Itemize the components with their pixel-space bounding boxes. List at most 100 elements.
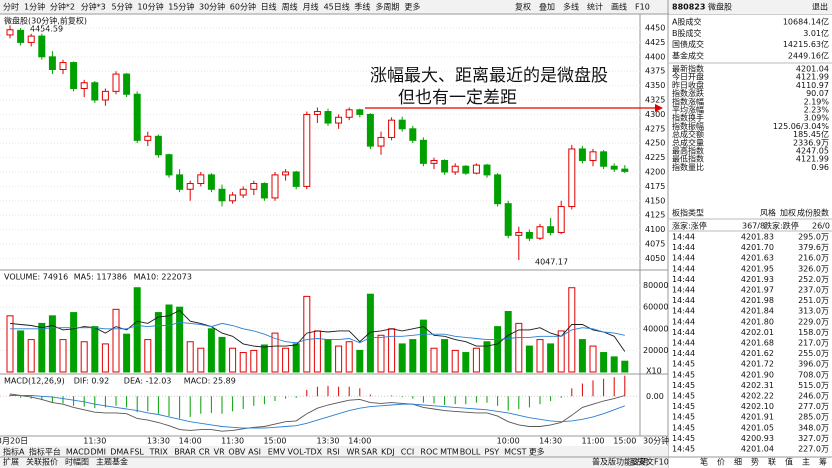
stat-label: 指数涨跌 [672, 88, 704, 98]
volume-bar [504, 310, 512, 373]
exit-button[interactable]: 退出 [812, 2, 828, 12]
indicator-tab[interactable]: OBV [228, 448, 246, 457]
tick-time: 14:45 [672, 445, 695, 454]
market-label: 国债成交 [672, 39, 704, 49]
tool-button[interactable]: 多线 [563, 2, 579, 12]
period-button[interactable]: 多周期 [375, 2, 399, 12]
period-button[interactable]: 45日线 [324, 2, 350, 12]
tool-button[interactable]: 画线 [611, 2, 627, 12]
period-button[interactable]: 分钟*2 [50, 2, 75, 12]
volume-bar [335, 345, 343, 373]
period-button[interactable]: 30分钟 [199, 2, 225, 12]
bottom-tab[interactable]: 时幅图 [65, 457, 89, 467]
volume-bar [557, 330, 565, 373]
indicator-tab[interactable]: 指标平台 [29, 447, 61, 457]
panel-tab[interactable]: 值 [785, 457, 793, 467]
tick-price: 4201.80 [741, 317, 774, 326]
indicator-tab[interactable]: EMV [268, 448, 286, 457]
tool-button[interactable]: 统计 [587, 2, 603, 12]
tool-button[interactable]: F10 [635, 3, 650, 12]
indicator-tab[interactable]: BOLL [460, 448, 481, 457]
bottom-tab[interactable]: 扩展 [3, 457, 19, 467]
annotation: 涨幅最大、距离最近的是微盘股 [370, 66, 608, 86]
indicator-tab[interactable]: TRIX [149, 448, 169, 457]
candle-body [59, 62, 67, 70]
panel-tab[interactable]: 价 [717, 458, 725, 467]
tick-price: 4201.72 [741, 360, 774, 369]
indicator-tab[interactable]: MTM [440, 448, 459, 457]
indicator-tab[interactable]: VOL-TDX [288, 448, 323, 457]
type-row[interactable]: 风格 [760, 208, 776, 218]
indicator-tab[interactable]: ASI [248, 448, 261, 457]
indicator-tab[interactable]: PSY [484, 448, 499, 457]
volume-bar [218, 336, 226, 373]
type-row[interactable]: 加权 [780, 208, 796, 218]
panel-tab[interactable]: 联 [768, 458, 776, 467]
indicator-tab[interactable]: KDJ [381, 448, 395, 457]
indicator-tab[interactable]: CCI [401, 448, 415, 457]
y-tick-label: 4375 [645, 67, 665, 76]
indicator-tab[interactable]: DMA [110, 448, 129, 457]
tick-volume: 255.0万 [798, 349, 829, 358]
period-button[interactable]: 日线 [261, 2, 277, 12]
tick-price: 4201.93 [741, 275, 774, 284]
tick-volume: 251.0万 [798, 296, 829, 305]
indicator-tab[interactable]: CR [199, 448, 211, 457]
panel-tab[interactable]: 笔 [700, 457, 708, 467]
bottom-tab[interactable]: 关联报价 [26, 457, 58, 467]
y-tick-label: 4325 [645, 96, 665, 105]
indicator-tab[interactable]: DMI [91, 448, 106, 457]
candle-body [154, 135, 162, 156]
tick-price: 4201.68 [741, 339, 774, 348]
indicator-tab[interactable]: WR [347, 448, 361, 457]
volume-bar [483, 341, 491, 373]
period-button[interactable]: 15分钟 [168, 2, 194, 12]
tick-time: 14:44 [672, 296, 695, 305]
indicator-tab[interactable]: ROC [420, 448, 438, 457]
period-button[interactable]: 月线 [303, 2, 319, 12]
candle-body [388, 119, 396, 138]
period-button[interactable]: 5分钟 [112, 2, 133, 12]
indicator-tab[interactable]: SAR [361, 448, 378, 457]
period-button[interactable]: 10分钟 [137, 2, 163, 12]
period-button[interactable]: 季线 [354, 2, 370, 12]
panel-tab[interactable]: 势 [751, 457, 759, 467]
period-button[interactable]: 分钟*3 [81, 2, 106, 12]
indicator-tab[interactable]: MACD [66, 448, 90, 457]
tool-button[interactable]: 复权 [515, 2, 531, 12]
period-button[interactable]: 周线 [282, 2, 298, 12]
y-tick-label: 4100 [645, 225, 665, 234]
footer-link[interactable]: 股安文F10 [630, 457, 669, 467]
panel-tab[interactable]: 主 [802, 457, 810, 467]
period-button[interactable]: 分时 [3, 2, 19, 12]
type-row[interactable]: 成份股数 [797, 208, 829, 218]
candle-body [547, 226, 555, 233]
indicator-tab[interactable]: VR [214, 448, 225, 457]
candle-body [80, 82, 88, 89]
y-tick-label: 4150 [645, 196, 665, 205]
volume-bar [17, 330, 25, 373]
period-button[interactable]: 1分钟 [24, 2, 45, 12]
candle-body [600, 151, 608, 167]
panel-tab[interactable]: 筹 [819, 457, 827, 467]
indicator-tab[interactable]: MCST [504, 448, 527, 457]
market-value: 3.01亿 [803, 28, 829, 38]
candle-body [144, 135, 152, 141]
bottom-tab[interactable]: 主题基金 [96, 457, 128, 467]
period-button[interactable]: 60分钟 [230, 2, 256, 12]
tick-price: 4201.83 [741, 233, 774, 242]
footer-link[interactable]: 普及版功能说明 [592, 457, 648, 467]
volume-bar [112, 308, 120, 373]
candle-body [356, 109, 364, 115]
indicator-tab[interactable]: 更多 [529, 447, 545, 457]
panel-tab[interactable]: 细 [734, 457, 742, 467]
indicator-tab[interactable]: BRAR [174, 448, 196, 457]
tick-price: 4201.05 [741, 423, 774, 432]
period-button[interactable]: 更多 [404, 2, 420, 12]
indicator-tab[interactable]: 指标A [3, 447, 25, 457]
indicator-tab[interactable]: FSL [130, 448, 145, 457]
stat-label: 今日开盘 [672, 72, 704, 82]
candle-body [409, 128, 417, 141]
indicator-tab[interactable]: RSI [327, 448, 340, 457]
tool-button[interactable]: 叠加 [539, 2, 555, 12]
